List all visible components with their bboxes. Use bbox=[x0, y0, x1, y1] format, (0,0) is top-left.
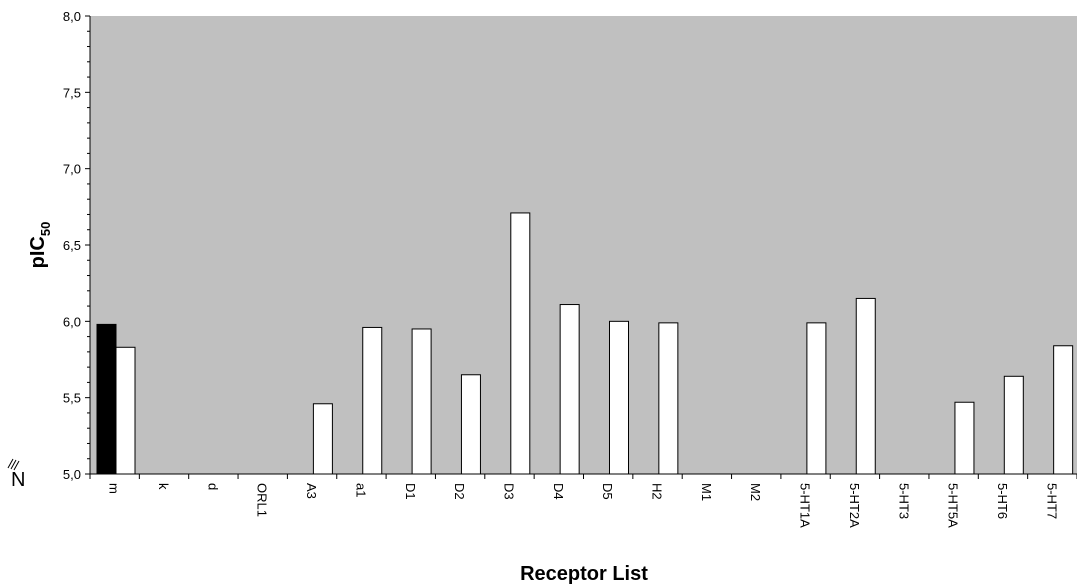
y-axis: 5,0 5,5 6,0 6,5 7,0 7,5 8,0 bbox=[63, 9, 91, 482]
y-tick-label: 6,0 bbox=[63, 314, 81, 329]
corner-mark-stroke-1 bbox=[7, 458, 14, 469]
corner-mark-stroke-3 bbox=[13, 460, 20, 471]
x-tick-label: D5 bbox=[600, 483, 615, 500]
x-tick-label: 5-HT6 bbox=[995, 483, 1010, 519]
x-tick-label: D4 bbox=[551, 483, 566, 500]
corner-mark: N bbox=[7, 458, 25, 491]
bar-white bbox=[510, 212, 531, 475]
x-tick-label: M2 bbox=[748, 483, 763, 501]
bar-black bbox=[96, 323, 117, 475]
bar-white bbox=[1003, 375, 1024, 475]
y-axis-title-main: pIC bbox=[27, 236, 49, 268]
x-tick-label: 5-HT5A bbox=[946, 483, 961, 528]
bar-white bbox=[460, 374, 481, 475]
x-tick-label: 5-HT7 bbox=[1044, 483, 1059, 519]
bar-white bbox=[115, 346, 136, 475]
y-tick-label: 5,5 bbox=[63, 391, 81, 406]
bar-white bbox=[954, 401, 975, 475]
corner-mark-label: N bbox=[11, 469, 25, 491]
bar-white bbox=[609, 320, 629, 475]
x-tick-label: ORL1 bbox=[255, 483, 270, 517]
x-tick-label: a1 bbox=[353, 483, 368, 497]
bar-white bbox=[1053, 345, 1074, 475]
corner-mark-stroke-2 bbox=[10, 459, 17, 470]
bar-white bbox=[658, 322, 679, 475]
x-axis-title: Receptor List bbox=[520, 563, 648, 585]
x-tick-label: D3 bbox=[501, 483, 516, 500]
x-tick-label: m bbox=[107, 483, 122, 494]
x-tick-label: D1 bbox=[403, 483, 418, 500]
bar-white bbox=[806, 322, 827, 475]
y-tick-label: 7,0 bbox=[63, 162, 81, 177]
bar-white bbox=[559, 304, 580, 475]
x-axis: m k d ORL1 A3 a1 D1 D2 D3 D4 D5 H2 M1 M2 5-HT1A 5-HT2A 5… bbox=[89, 473, 1077, 528]
y-tick-label: 5,0 bbox=[63, 467, 81, 482]
y-tick-label: 8,0 bbox=[63, 9, 81, 24]
x-tick-label: A3 bbox=[304, 483, 319, 499]
bar-white bbox=[855, 297, 876, 475]
bar-white bbox=[411, 328, 432, 475]
x-tick-label: k bbox=[156, 483, 171, 490]
x-tick-label: 5-HT2A bbox=[847, 483, 862, 528]
plot-area bbox=[90, 16, 1077, 474]
y-axis-title-subscript: 50 bbox=[38, 222, 53, 236]
y-tick-label: 7,5 bbox=[63, 85, 81, 100]
bar-white bbox=[362, 326, 383, 475]
x-tick-label: M1 bbox=[699, 483, 714, 501]
y-tick-label: 6,5 bbox=[63, 238, 81, 253]
y-axis-title: pIC50 bbox=[27, 222, 53, 269]
x-tick-label: 5-HT3 bbox=[896, 483, 911, 519]
x-tick-label: D2 bbox=[452, 483, 467, 500]
x-tick-label: H2 bbox=[650, 483, 665, 500]
bar-white bbox=[312, 403, 333, 475]
x-tick-label: 5-HT1A bbox=[798, 483, 813, 528]
x-tick-label: d bbox=[205, 483, 220, 490]
bars-group bbox=[96, 212, 1074, 475]
